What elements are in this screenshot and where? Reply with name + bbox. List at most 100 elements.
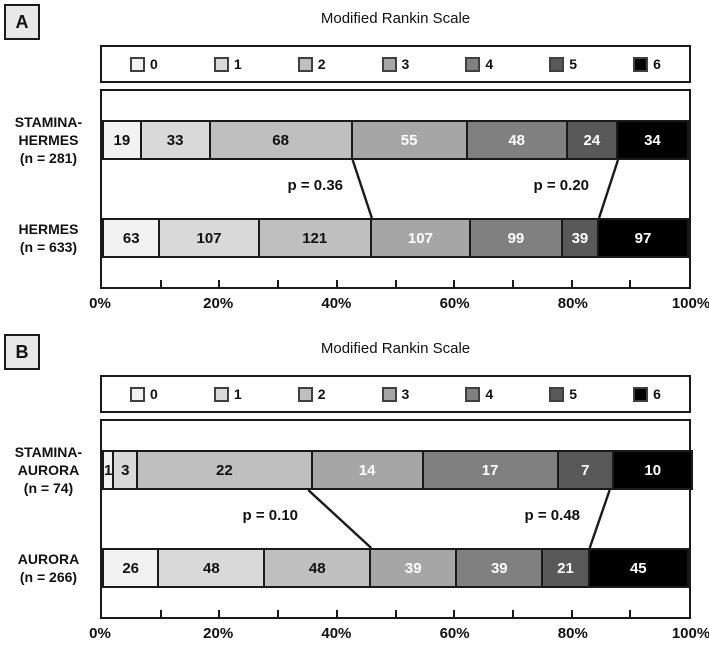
axis-minor-tick — [394, 280, 397, 287]
axis-minor-tick — [277, 280, 280, 287]
bar-segment-value: 55 — [400, 131, 418, 149]
bar-segment-value: 39 — [404, 559, 422, 577]
legend: 0 1 2 3 4 5 6 — [100, 45, 691, 83]
legend-item-5: 5 — [549, 386, 577, 402]
axis-minor-tick — [159, 610, 162, 617]
legend-swatch-icon — [213, 56, 229, 72]
x-axis-tick-label: 40% — [321, 625, 352, 642]
legend-item-2: 2 — [297, 56, 326, 72]
axis-minor-tick — [394, 610, 397, 617]
legend-label: 3 — [401, 56, 410, 72]
chart-title: Modified Rankin Scale — [320, 10, 471, 27]
legend-swatch-icon — [130, 56, 146, 72]
panel-a-label: A — [4, 4, 40, 40]
bar-segment: 17 — [423, 450, 559, 490]
category-label-line: AURORA — [17, 462, 80, 478]
axis-minor-tick — [453, 280, 456, 287]
category-label-line: (n = 633) — [19, 239, 78, 255]
legend-label: 5 — [569, 386, 578, 402]
legend-item-1: 1 — [213, 56, 242, 72]
bar-segment: 107 — [160, 218, 260, 258]
x-axis-tick-label: 20% — [203, 625, 234, 642]
comparison-connectors — [351, 159, 620, 219]
legend-swatch-icon — [213, 386, 229, 402]
legend-item-2: 2 — [297, 386, 326, 402]
bar-segment: 24 — [567, 120, 618, 160]
legend-swatch-icon — [633, 56, 649, 72]
bar-segment-value: 63 — [122, 229, 140, 247]
legend-item-5: 5 — [549, 56, 577, 72]
x-axis-tick-label: 100% — [671, 625, 709, 642]
bar-segment-value: 10 — [644, 461, 662, 479]
x-axis-tick-label: 40% — [321, 295, 352, 312]
bar-segment-value: 107 — [196, 229, 222, 247]
legend-item-0: 0 — [130, 56, 158, 72]
category-label: HERMES (n = 633) — [0, 220, 97, 256]
bar-segment-value: 3 — [121, 461, 130, 479]
bar-segment: 1 — [102, 450, 115, 490]
legend-swatch-icon — [381, 56, 397, 72]
legend-swatch-icon — [381, 386, 397, 402]
x-axis-tick-label: 60% — [439, 295, 470, 312]
panel-b-label: B — [4, 334, 40, 370]
axis-minor-tick — [629, 610, 632, 617]
bar-segment: 21 — [543, 548, 590, 588]
bar-segment-value: 68 — [272, 131, 289, 149]
axis-minor-tick — [511, 610, 514, 617]
comparison-connectors — [307, 489, 611, 549]
bar-segment: 63 — [102, 218, 161, 258]
p-value-label: p = 0.10 — [242, 507, 298, 524]
axis-minor-tick — [218, 610, 221, 617]
legend-swatch-icon — [633, 386, 649, 402]
p-value-label: p = 0.36 — [287, 177, 343, 194]
bar-segment-value: 33 — [166, 131, 184, 149]
bar-segment: 68 — [210, 120, 353, 160]
bar-segment: 3 — [114, 450, 139, 490]
bar-segment-value: 48 — [508, 131, 526, 149]
axis-minor-tick — [335, 610, 338, 617]
bar-segment-value: 48 — [308, 559, 326, 577]
bar-segment-value: 19 — [113, 131, 131, 149]
legend-label: 5 — [569, 56, 578, 72]
legend: 0 1 2 3 4 5 6 — [100, 375, 691, 413]
bar-segment: 107 — [371, 218, 472, 258]
legend-label: 1 — [233, 386, 242, 402]
bar-segment: 26 — [102, 548, 160, 588]
plot-area: 1 3 22 14 17 7 10 26 48 48 39 39 21 45 p = 0.10 p = 0.4… — [100, 419, 694, 619]
bar-segment: 7 — [558, 450, 615, 490]
bar-segment: 39 — [457, 548, 544, 588]
bar-segment-value: 7 — [581, 461, 590, 479]
bar-segment: 48 — [467, 120, 568, 160]
bar-segment: 45 — [589, 548, 689, 588]
bar-segment-value: 107 — [407, 229, 433, 247]
category-label-line: STAMINA- — [14, 114, 83, 130]
bar-segment-value: 48 — [202, 559, 220, 577]
bar-segment-value: 1 — [104, 461, 113, 479]
connector-line — [351, 159, 373, 219]
bar-segment: 19 — [102, 120, 142, 160]
axis-minor-tick — [218, 280, 221, 287]
bar-segment-value: 45 — [629, 559, 647, 577]
axis-minor-tick — [570, 280, 573, 287]
category-label: AURORA (n = 266) — [0, 550, 97, 586]
legend-swatch-icon — [549, 56, 565, 72]
legend-swatch-icon — [297, 56, 313, 72]
bar-segment: 33 — [141, 120, 211, 160]
x-axis-tick-label: 80% — [557, 625, 588, 642]
legend-swatch-icon — [297, 386, 313, 402]
bar-segment: 121 — [259, 218, 372, 258]
bar-segment: 48 — [159, 548, 266, 588]
legend-item-0: 0 — [130, 386, 158, 402]
chart-title: Modified Rankin Scale — [320, 340, 471, 357]
bar-segment-value: 39 — [571, 229, 589, 247]
bar-segment: 99 — [471, 218, 563, 258]
category-label-line: HERMES — [18, 132, 79, 148]
category-label-line: (n = 74) — [23, 480, 74, 496]
legend-label: 3 — [401, 386, 410, 402]
bar-segment: 14 — [312, 450, 424, 490]
legend-label: 6 — [653, 56, 661, 72]
bar-segment: 34 — [617, 120, 689, 160]
bar-segment: 55 — [352, 120, 468, 160]
